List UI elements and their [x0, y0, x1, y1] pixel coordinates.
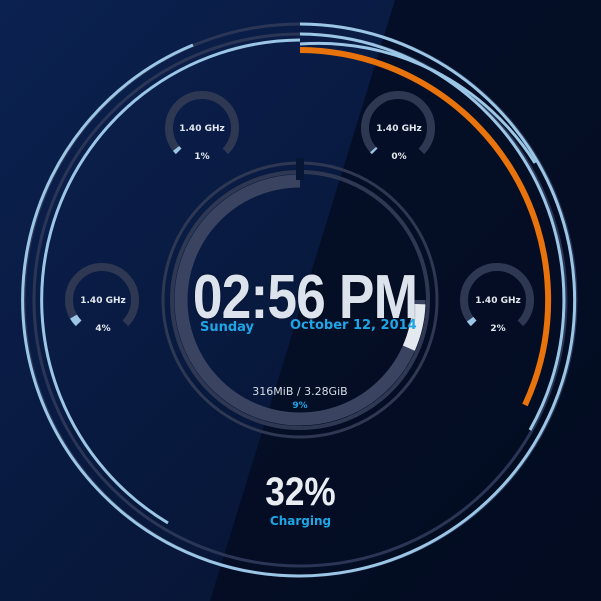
cpu1-gauge: [165, 91, 239, 155]
cpu4-gauge-track: [460, 263, 534, 327]
cpu2-frequency: 1.40 GHz: [376, 124, 422, 134]
cpu3-gauge: [65, 263, 139, 327]
battery-percent: 32%: [265, 470, 336, 514]
clock-ring: [161, 158, 439, 439]
outer-ring-arc-c: [299, 41, 537, 164]
cpu2-usage: 0%: [391, 152, 407, 162]
cpu3-usage: 4%: [95, 324, 111, 334]
cpu3-gauge-fill: [70, 314, 82, 327]
memory-percent: 9%: [292, 401, 308, 411]
cpu2-gauge-fill: [370, 146, 378, 155]
outer-rings: [21, 22, 578, 578]
cpu3-frequency: 1.40 GHz: [80, 296, 126, 306]
cpu4-usage: 2%: [490, 324, 506, 334]
clock-date: October 12, 2014: [290, 318, 417, 333]
cpu-load-arc: [299, 47, 552, 407]
cpu4-frequency: 1.40 GHz: [475, 296, 521, 306]
outer-ring-arc-b: [299, 32, 566, 431]
memory-usage-arc: [402, 303, 426, 351]
cpu3-gauge-track: [65, 263, 139, 327]
cpu1-gauge-track: [165, 91, 239, 155]
memory-track: [174, 174, 426, 426]
clock-time: 02:56 PM: [192, 263, 418, 332]
cpu1-gauge-fill: [172, 145, 182, 155]
clock-day: Sunday: [200, 320, 255, 335]
outer-ring-arc-a: [21, 22, 577, 578]
cpu2-gauge-track: [361, 91, 435, 155]
cpu4-gauge: [460, 263, 534, 327]
cpu4-gauge-fill: [466, 316, 477, 327]
outer-ring-arc-d: [40, 38, 301, 525]
battery-status: Charging: [269, 514, 332, 528]
cpu2-gauge: [361, 91, 435, 155]
memory-usage-text: 316MiB / 3.28GiB: [252, 385, 348, 398]
cpu1-usage: 1%: [194, 152, 210, 162]
cpu1-frequency: 1.40 GHz: [179, 124, 225, 134]
